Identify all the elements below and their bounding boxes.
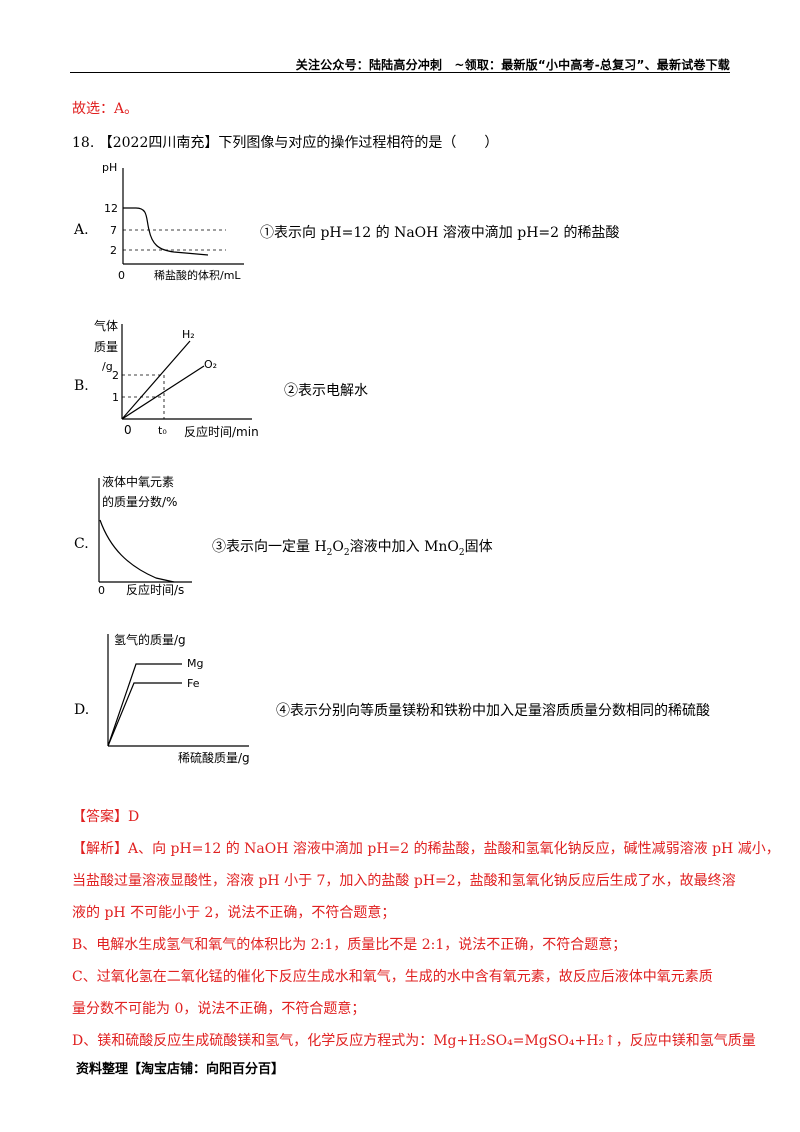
graph-a-xlabel: 稀盐酸的体积/mL bbox=[154, 268, 241, 282]
question-stem: 18. 【2022四川南充】下列图像与对应的操作过程相符的是（ ） bbox=[72, 132, 498, 152]
graph-b-line-h2 bbox=[121, 340, 191, 420]
graph-a: pH 12 7 2 0 稀盐酸的体积/mL bbox=[102, 161, 244, 282]
graph-b-tick-1: 1 bbox=[112, 391, 119, 404]
graph-d-line-mg bbox=[107, 663, 182, 747]
graph-b-series-o2: O₂ bbox=[204, 358, 217, 371]
question-number: 18. bbox=[72, 135, 95, 151]
graph-c-xlabel: 反应时间/s bbox=[126, 582, 184, 597]
graph-b-xlabel: 反应时间/min bbox=[184, 424, 259, 439]
analysis-line-6: 量分数不可能为 0，说法不正确，不符合题意； bbox=[72, 1001, 366, 1017]
option-a-caption: ①表示向 pH=12 的 NaOH 溶液中滴加 pH=2 的稀盐酸 bbox=[260, 225, 620, 241]
graph-a-tick-7: 7 bbox=[110, 224, 117, 237]
graph-b-series-h2: H₂ bbox=[182, 328, 195, 341]
question-text: 下列图像与对应的操作过程相符的是（ ） bbox=[218, 135, 499, 151]
analysis-line-1: 【解析】A、向 pH=12 的 NaOH 溶液中滴加 pH=2 的稀盐酸，盐酸和… bbox=[72, 841, 780, 857]
graph-a-ylabel: pH bbox=[102, 161, 117, 174]
previous-answer: 故选：A。 bbox=[72, 101, 139, 117]
option-b-label: B. bbox=[74, 378, 89, 394]
page-header: 关注公众号：陆陆高分冲刺 ~领取：最新版“小中高考-总复习”、最新试卷下载 bbox=[295, 58, 730, 72]
graph-b-tick-2: 2 bbox=[112, 369, 119, 382]
graph-b-ylabel-1: 气体 bbox=[94, 318, 118, 333]
graph-c-curve bbox=[99, 519, 175, 583]
graph-b-line-o2 bbox=[121, 365, 205, 420]
graph-a-origin: 0 bbox=[118, 269, 125, 282]
graph-d-ylabel: 氢气的质量/g bbox=[114, 632, 186, 647]
page-footer: 资料整理【淘宝店铺：向阳百分百】 bbox=[76, 1062, 285, 1077]
graph-b-ylabel-2: 质量 bbox=[94, 340, 118, 354]
analysis-line-7: D、镁和硫酸反应生成硫酸镁和氢气，化学反应方程式为：Mg+H₂SO₄=MgSO₄… bbox=[72, 1033, 756, 1049]
graph-a-tick-12: 12 bbox=[104, 202, 118, 215]
analysis-line-3: 液的 pH 不可能小于 2，说法不正确，不符合题意； bbox=[72, 905, 396, 921]
graph-b-ylabel-3: /g bbox=[102, 360, 113, 373]
analysis-label: 【解析】 bbox=[72, 841, 128, 857]
graph-a-tick-2: 2 bbox=[110, 244, 117, 257]
graph-a-curve bbox=[123, 207, 209, 256]
question-source: 【2022四川南充】 bbox=[98, 135, 219, 151]
graph-d-series-fe: Fe bbox=[187, 677, 200, 690]
graph-d-line-fe bbox=[107, 682, 182, 747]
graph-b-origin: 0 bbox=[124, 423, 132, 437]
graph-d-xlabel: 稀硫酸质量/g bbox=[178, 750, 250, 765]
option-a-label: A. bbox=[74, 222, 89, 238]
graph-c-ylabel-1: 液体中氧元素 bbox=[102, 474, 174, 489]
graph-b-xtick: t₀ bbox=[158, 424, 167, 437]
option-c-caption: ③表示向一定量 H2O2溶液中加入 MnO2固体 bbox=[212, 539, 493, 558]
graph-b: 气体 质量 /g 2 1 H₂ O₂ 0 t₀ 反应时间/min bbox=[94, 318, 259, 439]
option-b-caption: ②表示电解水 bbox=[284, 383, 368, 399]
option-d-caption: ④表示分别向等质量镁粉和铁粉中加入足量溶质质量分数相同的稀硫酸 bbox=[276, 703, 710, 719]
answer-label: 【答案】 bbox=[72, 809, 128, 825]
graph-d: 氢气的质量/g Mg Fe 稀硫酸质量/g bbox=[107, 632, 250, 765]
graph-c-origin: 0 bbox=[98, 584, 105, 597]
analysis-line-4: B、电解水生成氢气和氧气的体积比为 2:1，质量比不是 2:1，说法不正确，不符… bbox=[72, 937, 627, 953]
analysis-line-5: C、过氧化氢在二氧化锰的催化下反应生成水和氧气，生成的水中含有氧元素，故反应后液… bbox=[72, 969, 713, 985]
analysis-line-2: 当盐酸过量溶液显酸性，溶液 pH 小于 7，加入的盐酸 pH=2，盐酸和氢氧化钠… bbox=[72, 873, 736, 889]
header-divider bbox=[70, 72, 730, 73]
graph-c-ylabel-2: 的质量分数/% bbox=[102, 494, 177, 509]
option-d-label: D. bbox=[74, 702, 90, 718]
answer: 【答案】D bbox=[72, 806, 139, 826]
answer-value: D bbox=[128, 809, 140, 825]
option-c-label: C. bbox=[74, 536, 89, 552]
graph-d-series-mg: Mg bbox=[187, 657, 203, 670]
graph-c: 液体中氧元素 的质量分数/% 0 反应时间/s bbox=[98, 474, 192, 597]
